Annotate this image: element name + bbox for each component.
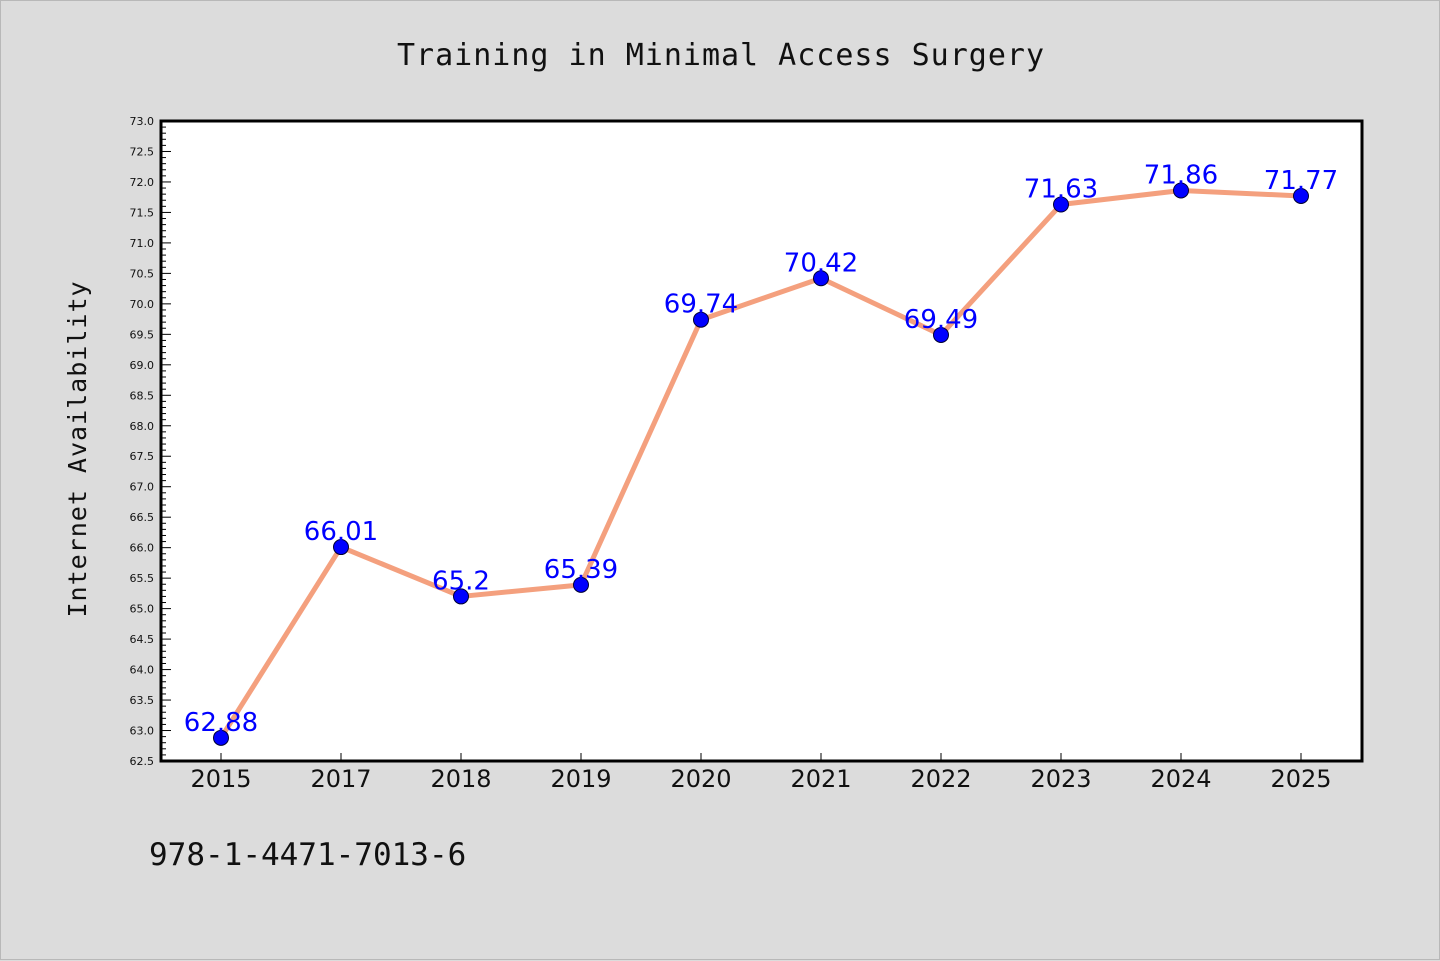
y-tick-label: 63.5 (130, 694, 155, 707)
data-point (573, 576, 589, 593)
y-tick-label: 68.5 (130, 389, 155, 402)
data-label: 69.74 (664, 290, 738, 320)
x-tick-label: 2023 (1030, 765, 1091, 793)
data-point (453, 588, 469, 605)
data-label: 62.88 (184, 708, 258, 738)
y-tick-label: 62.5 (130, 755, 155, 768)
x-tick-label: 2015 (190, 765, 251, 793)
data-point (933, 326, 949, 343)
x-tick-label: 2020 (670, 765, 731, 793)
y-tick-label: 67.0 (130, 481, 155, 494)
data-label: 71.77 (1264, 166, 1338, 196)
data-point (1173, 182, 1189, 199)
y-tick-label: 73.0 (130, 115, 155, 128)
y-tick-label: 72.0 (130, 176, 155, 189)
data-label: 69.49 (904, 305, 978, 335)
y-tick-label: 63.0 (130, 725, 155, 738)
y-tick-label: 70.0 (130, 298, 155, 311)
y-tick-label: 69.0 (130, 359, 155, 372)
data-label: 65.2 (432, 566, 490, 596)
y-tick-label: 71.5 (130, 206, 155, 219)
data-label: 65.39 (544, 555, 618, 585)
x-tick-label: 2017 (310, 765, 371, 793)
x-tick-label: 2022 (910, 765, 971, 793)
data-point (813, 270, 829, 287)
x-axis-ticks: 2015 2017 2018 2019 2020 2021 2022 2023 2024 2025 (190, 753, 1332, 793)
data-label: 71.63 (1024, 175, 1098, 205)
x-tick-label: 2018 (430, 765, 491, 793)
data-point (333, 539, 349, 556)
series-line (218, 187, 1304, 741)
y-tick-label: 69.5 (130, 328, 155, 341)
plot-frame (159, 119, 1364, 763)
y-tick-label: 65.5 (130, 572, 155, 585)
data-label: 70.42 (784, 248, 858, 278)
x-tick-label: 2019 (550, 765, 611, 793)
y-tick-label: 66.0 (130, 542, 155, 555)
y-axis-label: Internet Availability (63, 280, 92, 617)
isbn-label: 978-1-4471-7013-6 (149, 837, 466, 873)
y-tick-label: 67.5 (130, 450, 155, 463)
y-tick-label: 70.5 (130, 267, 155, 280)
series-group: 62.88 66.01 65.2 65.39 69.74 70.42 69.49 71.63 7… (184, 160, 1338, 746)
x-tick-label: 2024 (1150, 765, 1211, 793)
data-point (213, 729, 229, 746)
y-tick-label: 71.0 (130, 237, 155, 250)
data-point (1053, 196, 1069, 213)
chart-title: Training in Minimal Access Surgery (397, 38, 1045, 73)
data-label: 71.86 (1144, 160, 1218, 190)
data-point (693, 311, 709, 328)
y-tick-label: 66.5 (130, 511, 155, 524)
y-tick-label: 64.5 (130, 633, 155, 646)
y-tick-label: 68.0 (130, 420, 155, 433)
x-tick-label: 2021 (790, 765, 851, 793)
x-tick-label: 2025 (1270, 765, 1331, 793)
y-tick-label: 64.0 (130, 664, 155, 677)
data-point (1293, 187, 1309, 204)
plot-area (161, 121, 1362, 761)
y-tick-label: 72.5 (130, 145, 155, 158)
data-label: 66.01 (304, 517, 378, 547)
y-tick-label: 65.0 (130, 603, 155, 616)
